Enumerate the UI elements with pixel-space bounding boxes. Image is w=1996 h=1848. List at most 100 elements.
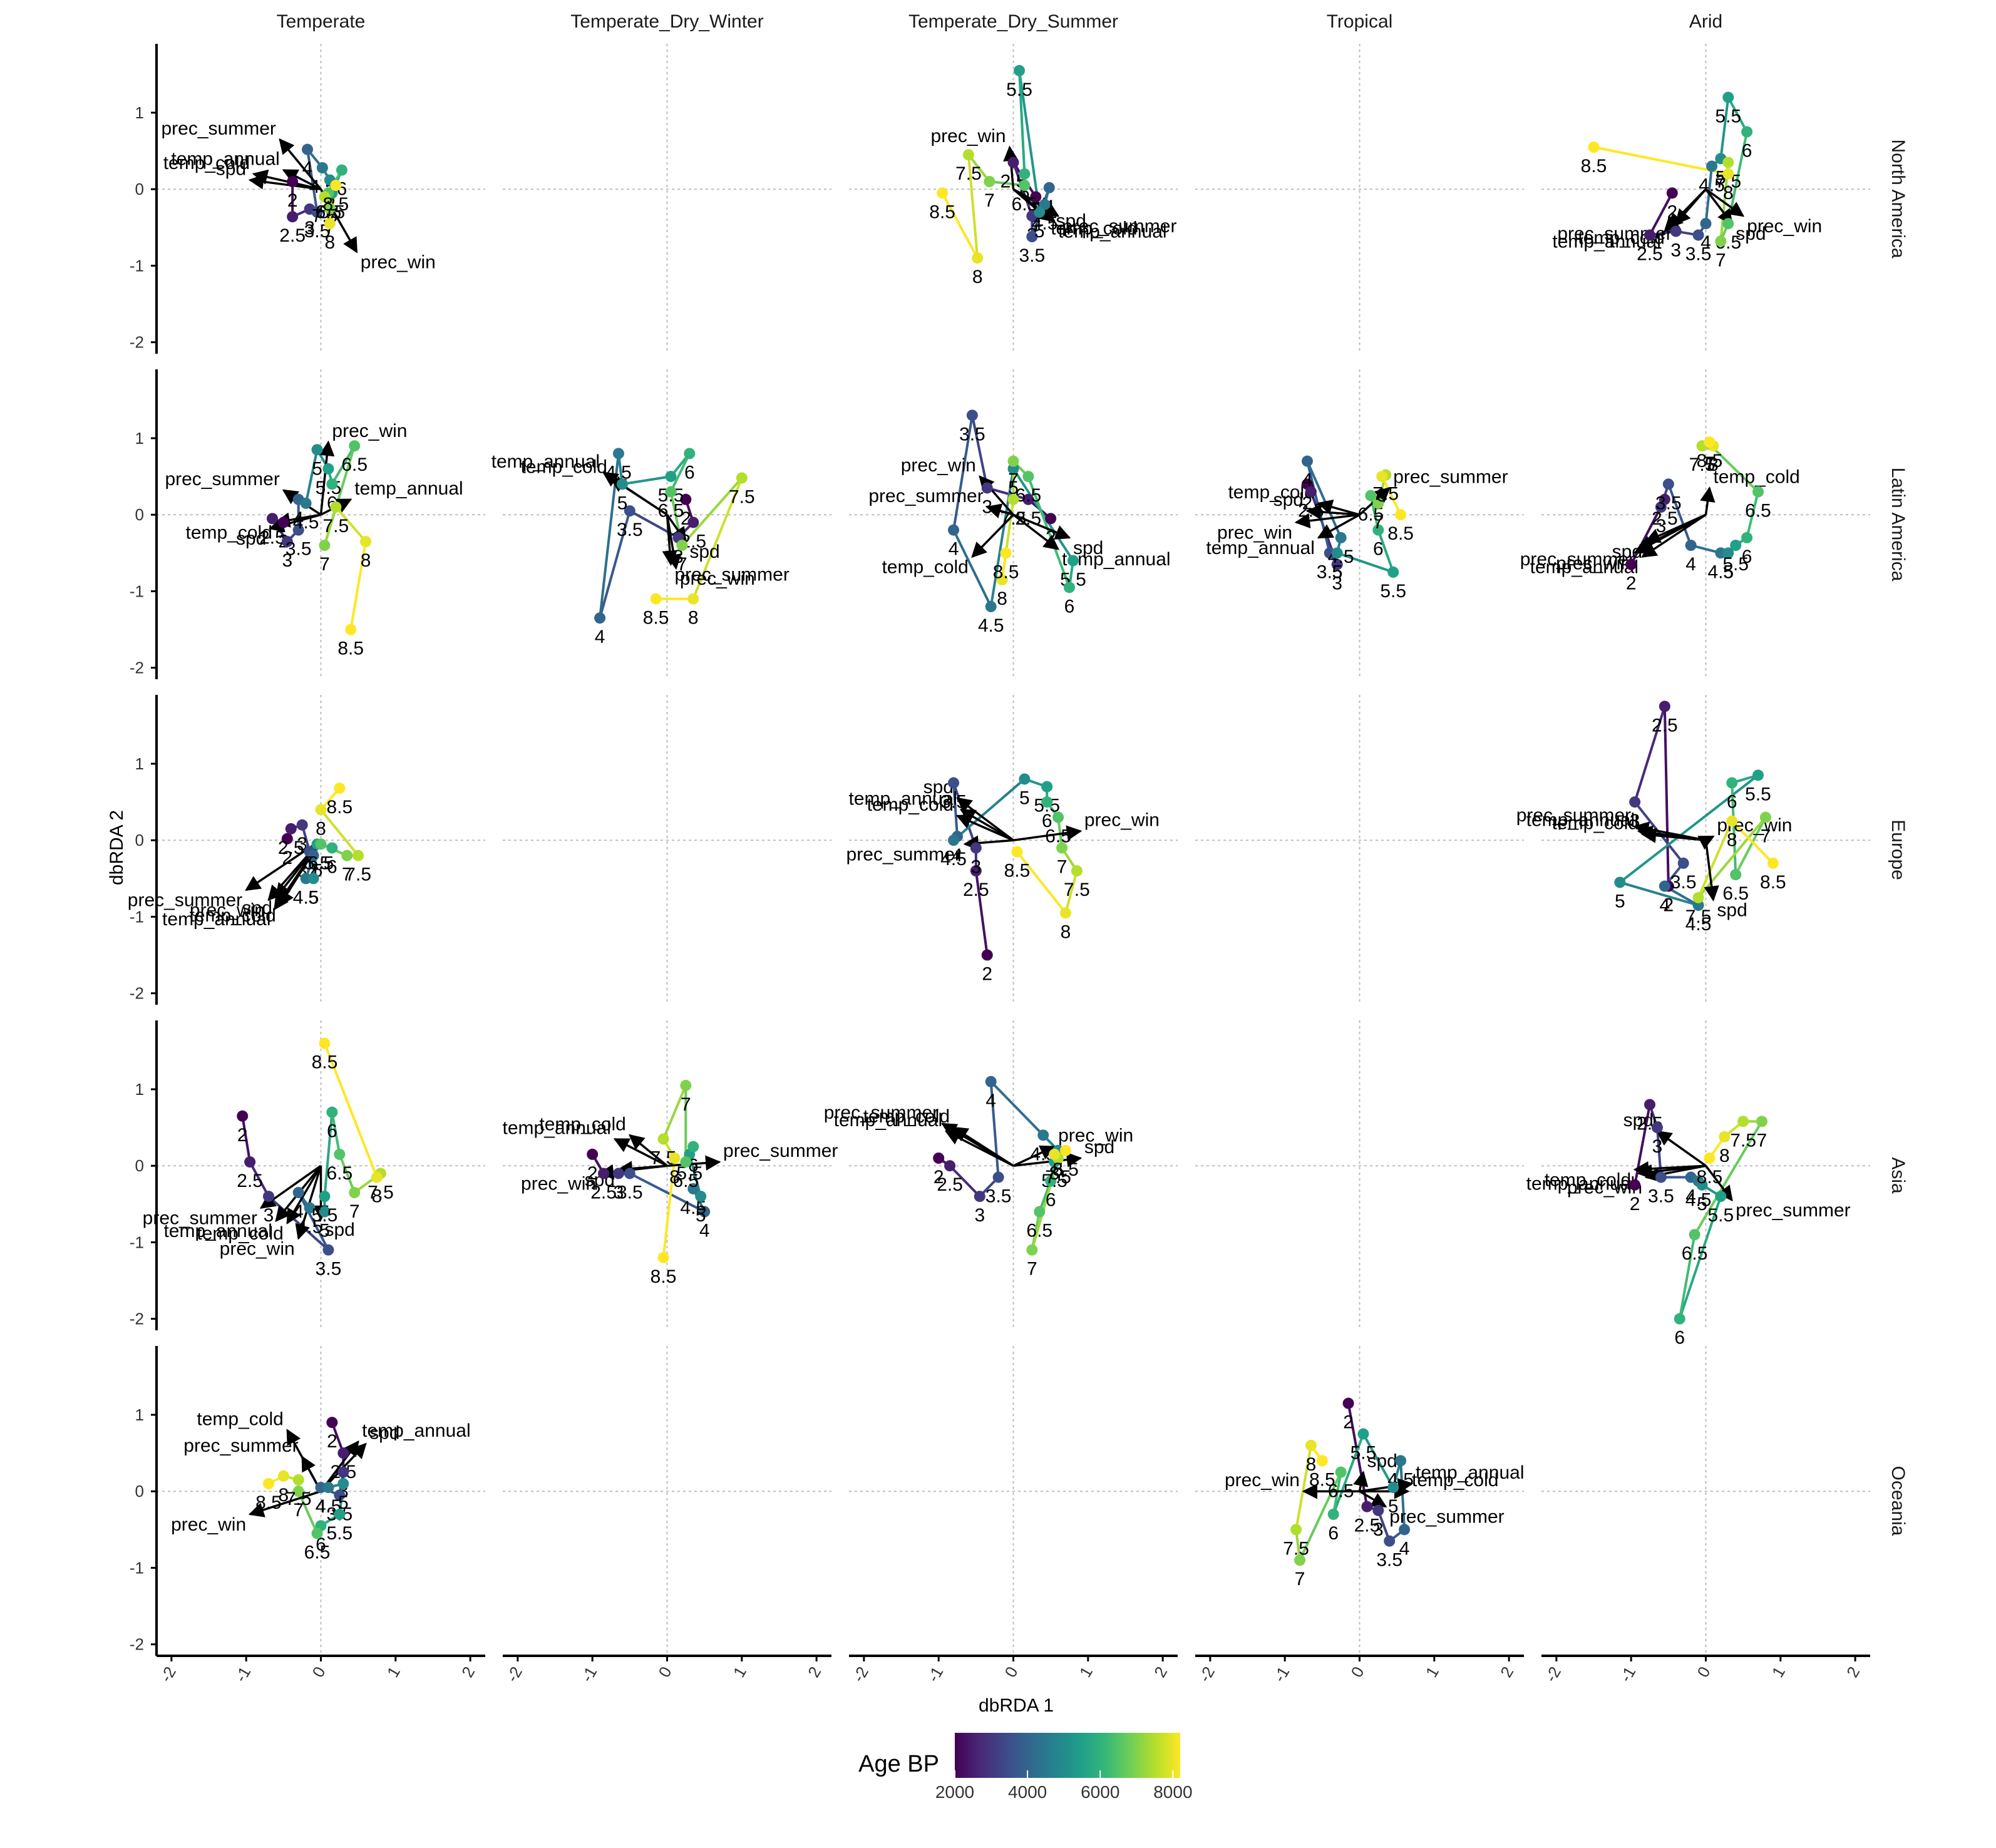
age-label: 7 <box>342 865 352 885</box>
age-point <box>1034 206 1046 218</box>
trajectory-segment <box>1369 494 1380 531</box>
age-point <box>345 624 357 635</box>
age-label: 6.5 <box>304 1542 331 1563</box>
age-point <box>1689 1229 1700 1241</box>
age-point <box>1041 796 1053 808</box>
age-label: 8 <box>1049 1163 1060 1184</box>
facet-row-label: North America <box>1888 139 1908 258</box>
age-point <box>985 600 997 612</box>
trajectory-segment <box>1678 1195 1722 1320</box>
age-point <box>970 842 982 854</box>
trajectory-segment <box>1693 1120 1763 1236</box>
age-label: 6 <box>1046 1190 1056 1211</box>
arrow-label: spd <box>1056 210 1086 231</box>
arrow-label: prec_win <box>361 252 436 272</box>
trajectory-segment <box>952 778 1026 842</box>
biplot-arrow <box>1697 835 1715 850</box>
arrow-label: temp_annual <box>1416 1462 1524 1483</box>
age-point <box>352 850 364 861</box>
age-label: 3 <box>1670 240 1681 260</box>
age-label: 6 <box>1674 1328 1685 1348</box>
arrow-label: prec_win <box>1556 553 1631 573</box>
age-point <box>1026 231 1038 242</box>
age-point <box>1357 1428 1369 1440</box>
age-point <box>1022 493 1034 505</box>
age-label: 3 <box>1630 811 1640 831</box>
age-point <box>330 180 342 192</box>
biplot-arrow <box>971 513 1014 558</box>
age-point <box>1670 225 1682 237</box>
trajectory-segment <box>941 192 979 260</box>
age-label: 5 <box>1008 478 1019 498</box>
age-label: 7.5 <box>1685 906 1712 927</box>
age-point <box>1056 842 1068 854</box>
age-point <box>292 524 304 536</box>
age-label: 8.5 <box>1760 872 1786 893</box>
trajectory-segment <box>1697 819 1734 899</box>
age-label: 5 <box>696 1205 706 1226</box>
age-point <box>1331 558 1343 570</box>
x-tick-label: 2 <box>1843 1663 1863 1681</box>
age-point <box>1335 1466 1347 1478</box>
age-label: 8 <box>669 1167 680 1188</box>
age-point <box>336 164 347 176</box>
age-point <box>1372 497 1384 509</box>
age-point <box>616 478 628 490</box>
biplot-arrow <box>1305 504 1360 520</box>
age-label: 2 <box>982 964 992 985</box>
facet-panel <box>1195 44 1524 354</box>
age-label: 5.5 <box>1745 784 1771 804</box>
age-point <box>237 1110 249 1122</box>
age-point <box>307 850 319 861</box>
age-label: 8.5 <box>643 608 669 629</box>
arrow-label: spd <box>1084 1137 1114 1158</box>
trajectory-segment <box>1727 96 1749 133</box>
trajectory-segment <box>334 506 368 543</box>
age-label: 5.5 <box>1350 1443 1377 1464</box>
age-label: 8.5 <box>1581 156 1607 177</box>
age-point <box>1651 1122 1663 1134</box>
facet-row-label: Asia <box>1888 1157 1908 1194</box>
age-label: 2.5 <box>1016 508 1042 529</box>
facet-panel: -2 -1 0 1 2 <box>1541 1346 1870 1685</box>
age-point <box>1655 501 1667 513</box>
age-label: 7 <box>349 1201 360 1222</box>
arrow-label: temp_annual <box>362 1420 470 1441</box>
trajectory-segment <box>323 1042 378 1179</box>
arrow-label: prec_win <box>521 1173 596 1194</box>
trajectory-segment <box>241 1114 252 1164</box>
arrow-label: temp_cold <box>1713 466 1799 487</box>
age-label: 5.5 <box>1380 581 1406 602</box>
age-label: 6.5 <box>1016 485 1042 506</box>
age-label: 6.5 <box>326 1163 352 1184</box>
age-point <box>1327 1508 1339 1520</box>
age-point <box>687 593 699 605</box>
age-point <box>292 1187 304 1198</box>
biplot-arrow <box>963 835 1014 851</box>
age-point <box>1045 1175 1057 1187</box>
y-tick-label: -1 <box>130 1233 144 1251</box>
trajectory-segment <box>620 475 672 486</box>
age-point <box>669 1152 681 1164</box>
age-label: 5 <box>1019 788 1030 808</box>
x-tick-label: 0 <box>308 1663 329 1681</box>
age-label: 5.5 <box>1708 1205 1734 1226</box>
arrow-label: prec_win <box>1567 1178 1642 1198</box>
biplot-arrow <box>613 1137 668 1167</box>
age-point <box>334 1489 346 1501</box>
age-label: 8.5 <box>929 202 955 222</box>
age-point <box>1659 701 1670 712</box>
age-label: 6.5 <box>1745 501 1771 521</box>
trajectory-segment <box>1633 801 1685 865</box>
trajectory-segment <box>952 414 974 531</box>
biplot-arrow <box>279 138 322 190</box>
biplot-arrow <box>1012 513 1071 540</box>
age-point <box>1730 540 1742 552</box>
age-label: 3 <box>673 547 684 567</box>
age-label: 7 <box>1761 826 1771 847</box>
age-label: 4 <box>316 1496 326 1517</box>
age-label: 7 <box>293 1500 304 1521</box>
age-label: 8 <box>361 550 371 571</box>
